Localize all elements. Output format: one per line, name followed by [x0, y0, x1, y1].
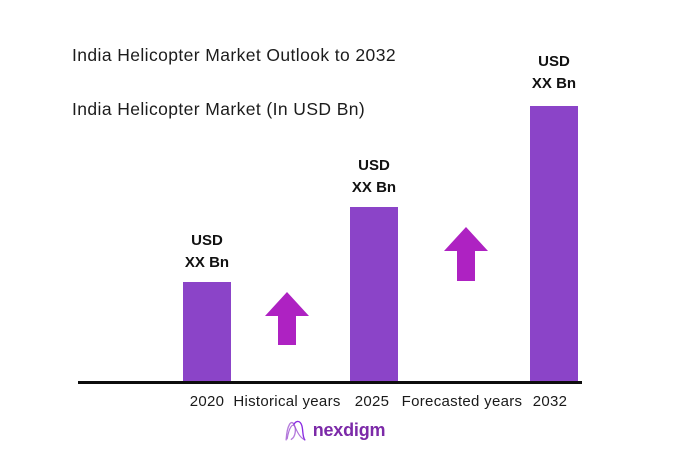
x-axis-line [78, 381, 582, 384]
bar-value-label-2025: USD XX Bn [329, 155, 419, 199]
nexdigm-logo-icon [285, 420, 306, 441]
bar-value-label-2020: USD XX Bn [162, 230, 252, 274]
value-label-line2: XX Bn [184, 254, 230, 271]
chart-subtitle: India Helicopter Market (In USD Bn) [72, 99, 366, 119]
value-label-line1: USD [191, 232, 223, 249]
value-label-line1: USD [358, 157, 390, 174]
bar-2032 [530, 106, 578, 383]
x-axis-label-2020: 2020 [189, 393, 225, 410]
value-label-line2: XX Bn [531, 75, 577, 92]
bar-2020 [183, 282, 231, 383]
bar-2025 [350, 207, 398, 383]
growth-arrow-icon [265, 292, 309, 345]
value-label-line1: USD [538, 53, 570, 70]
x-axis-annotation-historical-years: Historical years [233, 393, 341, 410]
brand-footer: nexdigm [0, 417, 668, 443]
growth-arrow-icon [444, 227, 488, 281]
x-axis-label-2032: 2032 [532, 393, 568, 410]
chart-title: India Helicopter Market Outlook to 2032 [72, 45, 396, 65]
x-axis-label-2025: 2025 [354, 393, 390, 410]
value-label-line2: XX Bn [351, 179, 397, 196]
bar-value-label-2032: USD XX Bn [509, 51, 599, 95]
x-axis-annotation-forecasted-years: Forecasted years [401, 393, 523, 410]
brand-name: nexdigm [312, 419, 386, 440]
